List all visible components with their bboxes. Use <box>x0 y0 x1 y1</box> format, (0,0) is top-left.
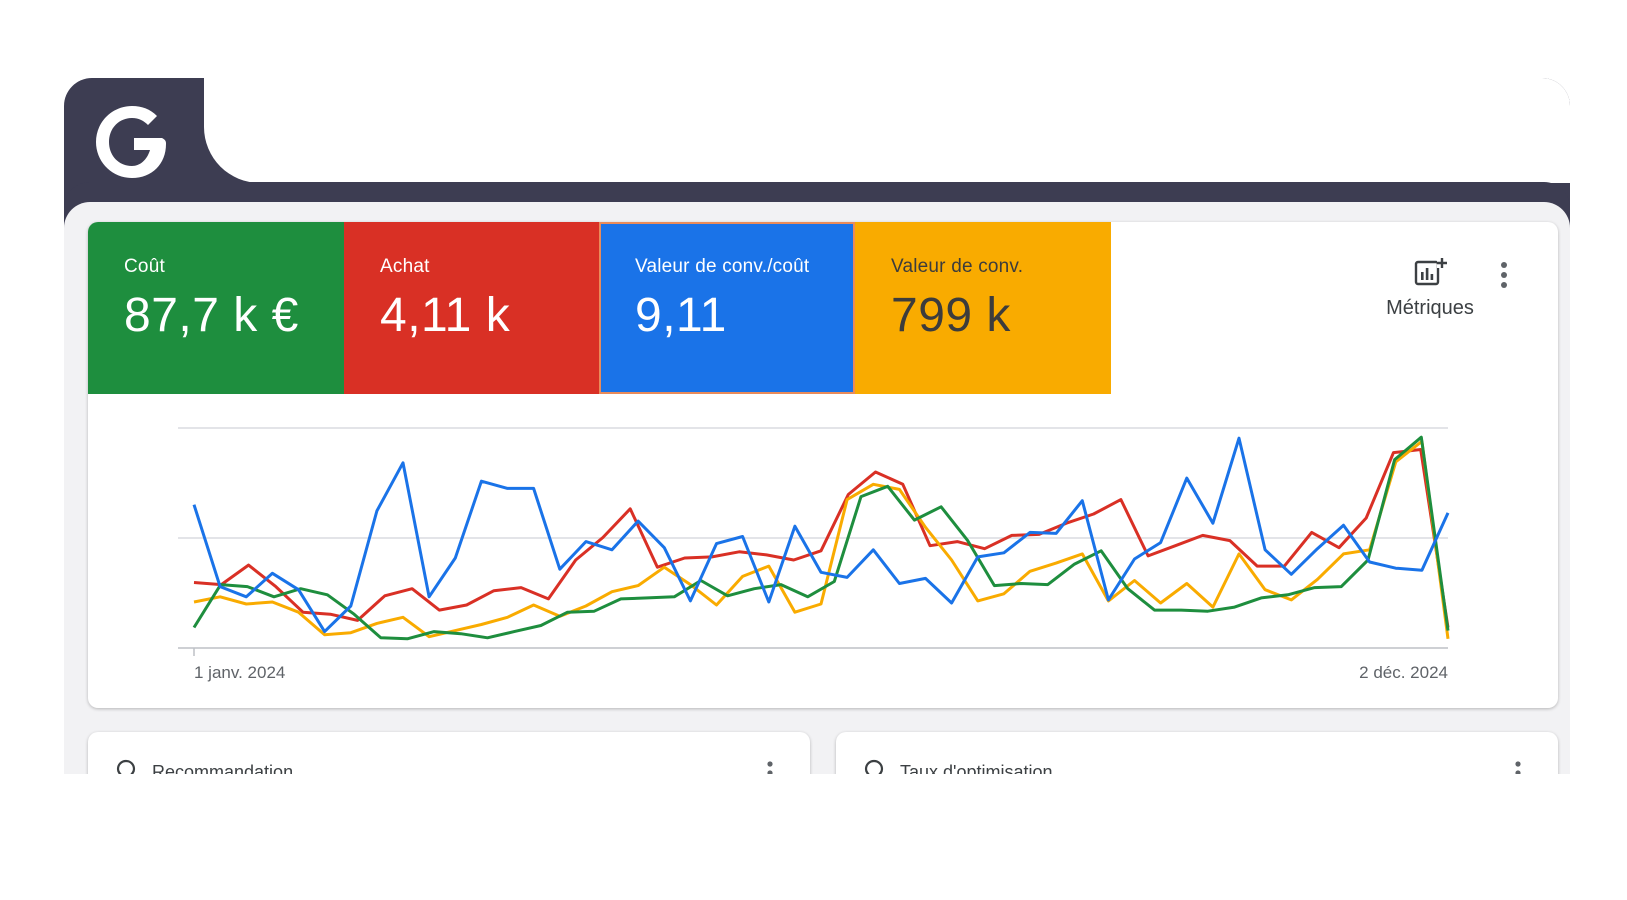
chart-series-group <box>192 435 1450 641</box>
more-vert-icon[interactable] <box>1492 260 1516 290</box>
metric-tile-purchase[interactable]: Achat 4,11 k <box>344 222 599 394</box>
performance-line-chart: 1 janv. 2024 2 déc. 2024 <box>178 427 1450 682</box>
fade-cutoff <box>0 774 1627 900</box>
x-tick-label-end: 2 déc. 2024 <box>1359 663 1448 682</box>
google-logo-icon <box>96 106 166 178</box>
metric-tile-conv-value-per-cost[interactable]: Valeur de conv./coût 9,11 <box>599 222 855 394</box>
metric-value: 799 k <box>891 289 1011 342</box>
metric-label: Achat <box>380 256 430 277</box>
add-chart-icon <box>1414 258 1447 286</box>
metric-value: 9,11 <box>635 289 727 342</box>
metric-value: 4,11 k <box>380 289 511 342</box>
series-line-1 <box>193 448 1450 628</box>
x-tick-label-start: 1 janv. 2024 <box>194 663 285 682</box>
frame-notch <box>204 78 1570 183</box>
series-line-2 <box>192 436 1450 634</box>
metric-value: 87,7 k € <box>124 289 299 342</box>
performance-card: Coût 87,7 k € Achat 4,11 k Valeur de con… <box>88 222 1558 708</box>
metrics-button[interactable]: Métriques <box>1370 256 1490 320</box>
metrics-label: Métriques <box>1386 297 1474 319</box>
series-line-3 <box>193 439 1450 639</box>
series-line-0 <box>192 435 1450 641</box>
metric-tile-cost[interactable]: Coût 87,7 k € <box>88 222 344 394</box>
metric-label: Coût <box>124 256 165 277</box>
metric-label: Valeur de conv./coût <box>635 256 810 277</box>
metric-tile-conv-value[interactable]: Valeur de conv. 799 k <box>855 222 1111 394</box>
metric-label: Valeur de conv. <box>891 256 1024 277</box>
